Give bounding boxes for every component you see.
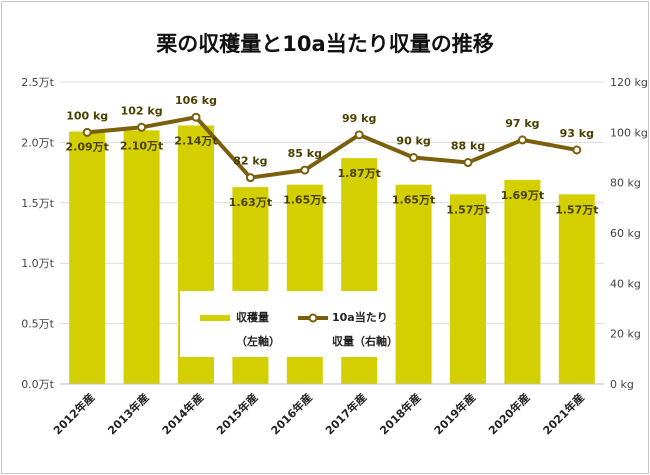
- left-axis: 0.0万t 0.5万t 1.0万t 1.5万t 2.0万t 2.5万t: [21, 76, 54, 391]
- bar-value-label: 1.87万t: [337, 167, 380, 180]
- line-point: [245, 173, 255, 183]
- line-value-label: 106 kg: [175, 94, 217, 107]
- right-tick-label: 20 kg: [610, 328, 641, 341]
- category-label: 2020年産: [485, 390, 532, 437]
- bar: [395, 184, 432, 384]
- right-tick-label: 80 kg: [610, 177, 641, 190]
- line-value-label: 82 kg: [233, 155, 267, 168]
- bar: [69, 131, 106, 384]
- right-axis: 0 kg 20 kg 40 kg 60 kg 80 kg 100 kg 120 kg: [610, 76, 648, 391]
- left-tick-label: 0.5万t: [21, 318, 54, 331]
- category-label: 2017年産: [322, 390, 369, 437]
- line-series: [82, 112, 582, 183]
- legend-line-label: 10a当たり: [332, 311, 388, 324]
- left-tick-label: 2.5万t: [21, 76, 54, 89]
- left-tick-label: 1.5万t: [21, 197, 54, 210]
- bar: [558, 194, 595, 384]
- left-tick-label: 2.0万t: [21, 136, 54, 149]
- bar-value-label: 2.09万t: [65, 141, 108, 154]
- right-tick-label: 120 kg: [610, 76, 648, 89]
- line-value-label: 100 kg: [66, 109, 108, 122]
- category-label: 2012年産: [50, 390, 97, 437]
- right-tick-label: 100 kg: [610, 126, 648, 139]
- left-tick-label: 0.0万t: [21, 378, 54, 391]
- line-point: [354, 130, 364, 140]
- right-tick-label: 60 kg: [610, 227, 641, 240]
- line-value-label: 88 kg: [451, 140, 485, 153]
- category-label: 2018年産: [377, 390, 424, 437]
- x-axis: 2012年産 2013年産 2014年産 2015年産 2016年産 2017年産 2018…: [50, 383, 604, 437]
- line-point: [463, 158, 473, 168]
- line-series-path: [87, 115, 578, 180]
- line-value-label: 85 kg: [288, 147, 322, 160]
- legend-bar-axis-note: （左軸）: [236, 335, 280, 348]
- category-label: 2014年産: [159, 390, 206, 437]
- right-tick-label: 0 kg: [610, 378, 634, 391]
- bar: [123, 130, 160, 384]
- line-point: [82, 127, 92, 137]
- bar-value-label: 2.14万t: [174, 134, 217, 147]
- legend-swatches: [200, 313, 328, 323]
- bar: [450, 194, 486, 384]
- line-value-label: 99 kg: [342, 112, 376, 125]
- legend-line-marker: [308, 313, 318, 323]
- line-value-label: 90 kg: [396, 135, 430, 148]
- line-point: [191, 112, 201, 122]
- line-value-label: 97 kg: [505, 117, 539, 130]
- category-label: 2019年産: [431, 390, 478, 437]
- line-value-label: 102 kg: [121, 104, 163, 117]
- line-point: [137, 122, 147, 132]
- bar-value-label: 1.57万t: [446, 203, 489, 216]
- category-label: 2016年産: [268, 390, 315, 437]
- data-labels: 2.09万t 2.10万t 2.14万t 1.63万t 1.65万t 1.87万t 1.65…: [65, 94, 598, 216]
- bar-value-label: 1.57万t: [555, 203, 598, 216]
- line-point: [409, 153, 419, 162]
- line-point: [572, 145, 582, 155]
- legend: 収穫量 （左軸） 10a当たり 収量（右軸）: [180, 291, 398, 357]
- line-point: [517, 135, 527, 145]
- bar-value-label: 1.69万t: [501, 189, 544, 202]
- line-point: [300, 165, 310, 175]
- legend-bar-swatch: [200, 315, 230, 321]
- bar-series: [69, 125, 595, 384]
- right-tick-label: 40 kg: [610, 277, 641, 290]
- category-label: 2015年産: [213, 390, 260, 437]
- bar-value-label: 1.65万t: [283, 194, 326, 207]
- bar-value-label: 1.63万t: [229, 196, 272, 209]
- left-tick-label: 1.0万t: [21, 257, 54, 270]
- category-label: 2021年産: [540, 390, 587, 437]
- bar: [504, 179, 541, 384]
- legend-line-axis-note: 収量（右軸）: [332, 335, 398, 348]
- chart-title: 栗の収穫量と10a当たり収量の推移: [156, 32, 494, 56]
- line-value-label: 93 kg: [560, 127, 594, 140]
- bar-value-label: 1.65万t: [392, 194, 435, 207]
- legend-bar-label: 収穫量: [236, 311, 269, 324]
- bar-value-label: 2.10万t: [120, 139, 163, 152]
- category-label: 2013年産: [105, 390, 152, 437]
